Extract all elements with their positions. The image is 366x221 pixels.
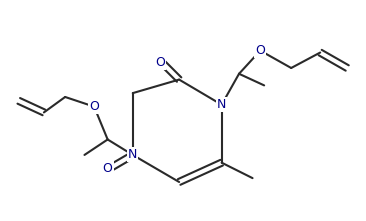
Text: O: O — [89, 100, 99, 113]
Text: O: O — [255, 44, 265, 57]
Text: O: O — [155, 56, 165, 69]
Text: N: N — [128, 149, 138, 161]
Text: N: N — [217, 98, 226, 111]
Text: O: O — [103, 162, 113, 175]
